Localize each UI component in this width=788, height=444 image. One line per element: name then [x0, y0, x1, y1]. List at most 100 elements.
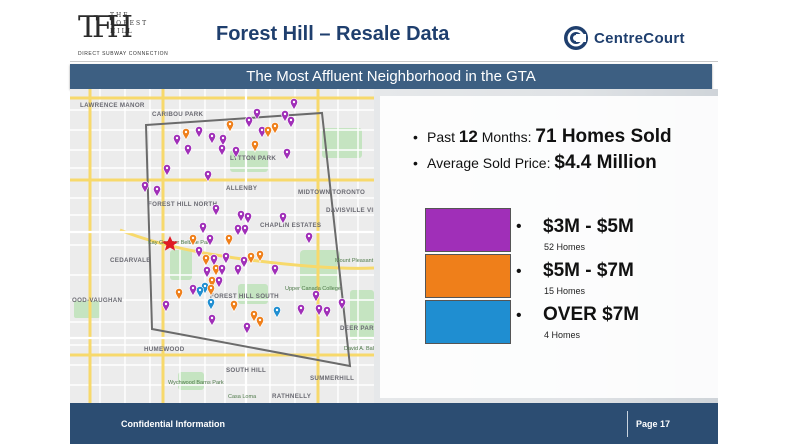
map-pin-icon[interactable]	[208, 132, 216, 145]
map-pin-icon[interactable]	[203, 266, 211, 279]
map-pin-icon[interactable]	[323, 306, 331, 319]
map-place-label: Mount Pleasant Cemetery	[335, 258, 374, 264]
map-pin-icon[interactable]	[207, 284, 215, 297]
map-pin-icon[interactable]	[182, 128, 190, 141]
map-pin-icon[interactable]	[218, 264, 226, 277]
map-pin-icon[interactable]	[244, 212, 252, 225]
map-neighborhood-label: SOUTH HILL	[226, 367, 266, 374]
map-pin-icon[interactable]	[273, 306, 281, 319]
legend-bullet: •	[516, 263, 522, 280]
legend-bullet: •	[516, 218, 522, 235]
map-pin-icon[interactable]	[175, 288, 183, 301]
map-pin-icon[interactable]	[258, 126, 266, 139]
map-canvas: LAWRENCE MANOR CARIBOU PARK LYTTON PARK ALL…	[70, 89, 374, 403]
map-pin-icon[interactable]	[256, 250, 264, 263]
map-pin-icon[interactable]	[271, 122, 279, 135]
map-pin-icon[interactable]	[232, 146, 240, 159]
map-neighborhood-label: OOD-VAUGHAN	[72, 297, 123, 304]
map-pin-icon[interactable]	[189, 234, 197, 247]
map-pin-icon[interactable]	[219, 134, 227, 147]
stat-average-price: • Average Sold Price: $4.4 Million	[413, 152, 657, 173]
map-pin-icon[interactable]	[290, 98, 298, 111]
map-pin-icon[interactable]	[218, 144, 226, 157]
map-pin-icon[interactable]	[256, 316, 264, 329]
header-divider	[70, 61, 718, 62]
map-pin-icon[interactable]	[237, 210, 245, 223]
map-pin-icon[interactable]	[281, 110, 289, 123]
neighborhood-map[interactable]: LAWRENCE MANOR CARIBOU PARK LYTTON PARK ALL…	[70, 89, 374, 403]
map-neighborhood-label: LAWRENCE MANOR	[80, 102, 145, 109]
map-pin-icon[interactable]	[222, 252, 230, 265]
map-pin-icon[interactable]	[208, 314, 216, 327]
map-pin-icon[interactable]	[153, 185, 161, 198]
map-pin-icon[interactable]	[141, 181, 149, 194]
map-pin-icon[interactable]	[195, 126, 203, 139]
map-pin-icon[interactable]	[184, 144, 192, 157]
map-pin-icon[interactable]	[163, 164, 171, 177]
map-pin-icon[interactable]	[250, 310, 258, 323]
map-pin-icon[interactable]	[287, 116, 295, 129]
centrecourt-logo: CentreCourt	[563, 25, 685, 51]
map-pin-icon[interactable]	[279, 212, 287, 225]
map-neighborhood-label: DEER PARK	[340, 325, 374, 332]
map-pin-icon[interactable]	[210, 254, 218, 267]
legend-count-over-7m: 4 Homes	[544, 330, 581, 340]
map-pin-icon[interactable]	[264, 126, 272, 139]
map-pin-icon[interactable]	[230, 300, 238, 313]
legend-swatch-5m-7m	[425, 254, 511, 298]
map-pin-icon[interactable]	[283, 148, 291, 161]
map-pin-icon[interactable]	[251, 140, 259, 153]
legend-label-3m-5m: $3M - $5M	[543, 216, 634, 237]
subway-station-star-icon	[162, 236, 178, 251]
map-pin-icon[interactable]	[297, 304, 305, 317]
map-place-label: Upper Canada College	[285, 286, 341, 292]
map-pin-icon[interactable]	[234, 264, 242, 277]
map-pin-icon[interactable]	[173, 134, 181, 147]
map-neighborhood-label: CARIBOU PARK	[152, 111, 203, 118]
page-number: Page 17	[636, 419, 671, 429]
map-pin-icon[interactable]	[212, 204, 220, 217]
map-pin-icon[interactable]	[215, 276, 223, 289]
legend-count-3m-5m: 52 Homes	[544, 242, 586, 252]
map-pin-icon[interactable]	[189, 284, 197, 297]
map-pin-icon[interactable]	[212, 264, 220, 277]
forest-hill-logo: TFH THE FOREST HILL DIRECT SUBWAY CONNEC…	[78, 8, 170, 58]
legend-count-5m-7m: 15 Homes	[544, 286, 586, 296]
map-pin-icon[interactable]	[271, 264, 279, 277]
map-place-label: Casa Loma	[228, 394, 257, 400]
footer-bar	[70, 403, 718, 444]
map-pin-icon[interactable]	[312, 290, 320, 303]
map-neighborhood-label: HUMEWOOD	[144, 346, 185, 353]
map-pin-icon[interactable]	[305, 232, 313, 245]
map-pin-icon[interactable]	[226, 120, 234, 133]
map-pin-icon[interactable]	[253, 108, 261, 121]
map-pin-icon[interactable]	[202, 254, 210, 267]
section-banner: The Most Affluent Neighborhood in the GT…	[70, 64, 712, 89]
page-title: Forest Hill – Resale Data	[216, 23, 450, 45]
centrecourt-mark-icon	[564, 26, 588, 50]
logo-tagline: DIRECT SUBWAY CONNECTION	[78, 51, 169, 57]
map-pin-icon[interactable]	[241, 224, 249, 237]
map-pin-icon[interactable]	[240, 256, 248, 269]
map-pin-icon[interactable]	[243, 322, 251, 335]
map-pin-icon[interactable]	[245, 116, 253, 129]
map-pin-icon[interactable]	[207, 298, 215, 311]
map-pin-icon[interactable]	[195, 246, 203, 259]
map-pin-icon[interactable]	[162, 300, 170, 313]
map-pin-icon[interactable]	[315, 304, 323, 317]
map-pin-icon[interactable]	[338, 298, 346, 311]
map-neighborhood-label: SUMMERHILL	[310, 375, 354, 382]
legend-swatch-over-7m	[425, 300, 511, 344]
map-pin-icon[interactable]	[234, 224, 242, 237]
map-neighborhood-label: CEDARVALE	[110, 257, 151, 264]
map-neighborhood-label: ALLENBY	[226, 185, 258, 192]
map-pin-icon[interactable]	[199, 222, 207, 235]
map-pin-icon[interactable]	[196, 286, 204, 299]
legend-swatch-3m-5m	[425, 208, 511, 252]
map-pin-icon[interactable]	[247, 252, 255, 265]
map-pin-icon[interactable]	[208, 276, 216, 289]
map-pin-icon[interactable]	[206, 234, 214, 247]
map-pin-icon[interactable]	[204, 170, 212, 183]
logo-wordmark: THE FOREST HILL	[110, 12, 149, 35]
map-pin-icon[interactable]	[225, 234, 233, 247]
